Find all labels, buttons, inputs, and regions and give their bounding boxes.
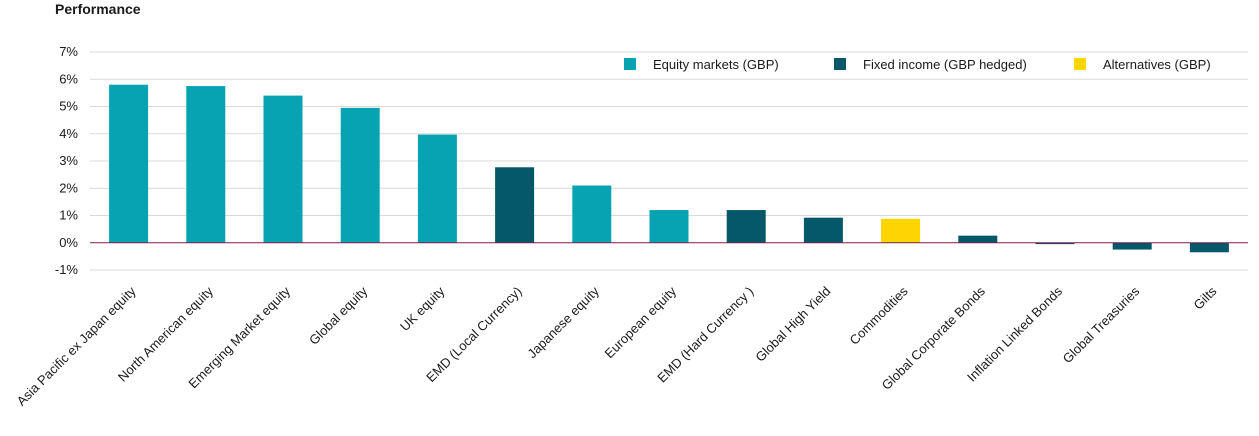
bar: [726, 210, 766, 243]
bar: [417, 134, 457, 243]
legend: Equity markets (GBP) Fixed income (GBP he…: [624, 57, 1211, 72]
x-tick-label: European equity: [602, 283, 680, 361]
bar: [1189, 242, 1229, 253]
y-axis-ticks: -1% 0% 1% 2% 3% 4% 5% 6% 7%: [55, 44, 79, 277]
y-tick-label: 5%: [59, 99, 78, 114]
bar: [186, 86, 226, 243]
x-tick-label: Global High Yield: [752, 284, 833, 365]
bar: [881, 218, 921, 243]
bar: [1035, 242, 1075, 245]
bar: [109, 84, 149, 243]
bar: [495, 167, 535, 243]
bar: [340, 107, 380, 243]
bar: [958, 235, 998, 243]
legend-swatch: [834, 58, 846, 70]
x-tick-label: Gilts: [1191, 283, 1220, 312]
bar: [803, 217, 843, 243]
bar: [1112, 242, 1152, 250]
x-tick-label: Global Treasuries: [1060, 283, 1143, 366]
bar: [263, 95, 303, 243]
x-tick-label: Asia Pacific ex Japan equity: [14, 283, 139, 408]
bar: [649, 210, 689, 243]
legend-label: Fixed income (GBP hedged): [863, 57, 1027, 72]
x-tick-label: UK equity: [397, 283, 448, 334]
x-tick-label: Global equity: [306, 283, 371, 348]
legend-label: Alternatives (GBP): [1103, 57, 1211, 72]
bars: [109, 84, 1229, 253]
y-tick-label: 3%: [59, 153, 78, 168]
y-tick-label: 0%: [59, 235, 78, 250]
x-tick-label: Japanese equity: [524, 283, 602, 361]
legend-label: Equity markets (GBP): [653, 57, 779, 72]
y-tick-label: 7%: [59, 44, 78, 59]
y-tick-label: 1%: [59, 208, 78, 223]
y-tick-label: 4%: [59, 126, 78, 141]
legend-swatch: [1074, 58, 1086, 70]
bar: [572, 185, 612, 243]
legend-swatch: [624, 58, 636, 70]
x-tick-label: Commodities: [846, 283, 911, 348]
y-tick-label: 6%: [59, 71, 78, 86]
chart-title: Performance: [55, 1, 141, 17]
y-tick-label: -1%: [55, 262, 79, 277]
y-tick-label: 2%: [59, 180, 78, 195]
